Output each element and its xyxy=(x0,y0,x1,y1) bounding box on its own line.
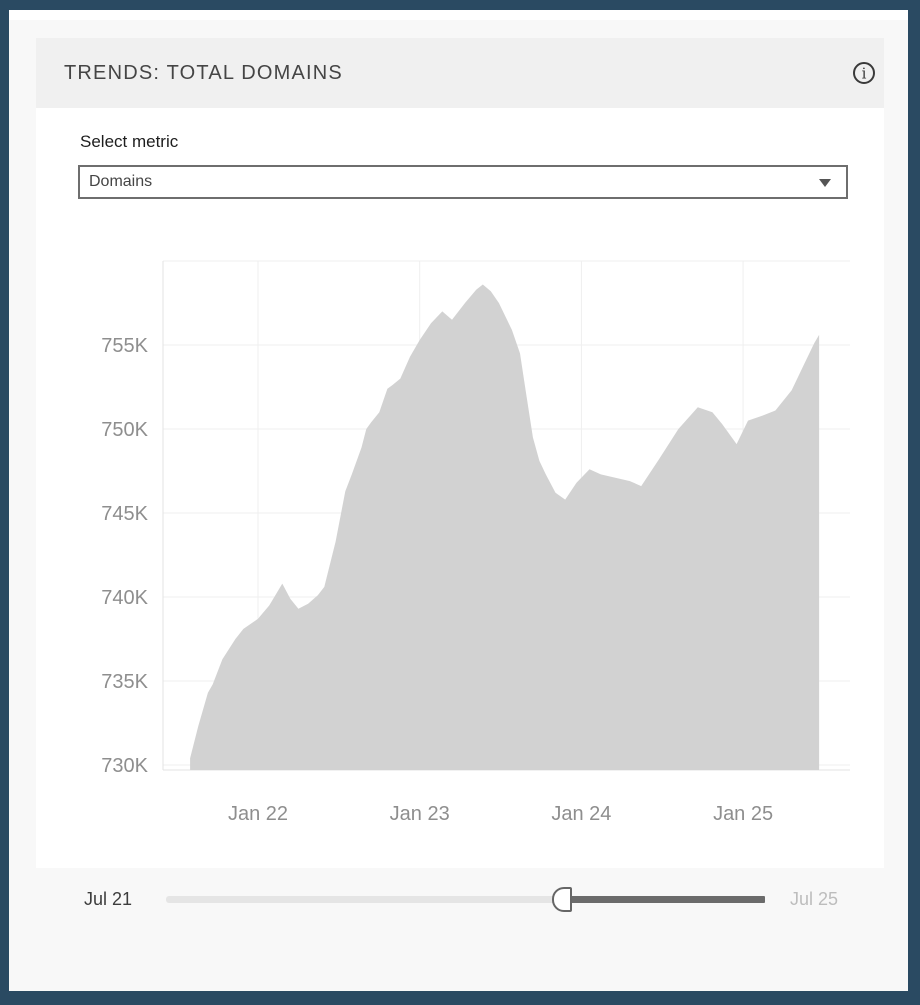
x-tick-label: Jan 25 xyxy=(713,803,773,825)
y-tick-label: 755K xyxy=(101,335,148,357)
y-tick-label: 745K xyxy=(101,503,148,525)
metric-dropdown-value: Domains xyxy=(89,173,153,190)
slider-handle[interactable] xyxy=(552,887,572,912)
y-tick-label: 740K xyxy=(101,587,148,609)
y-tick-label: 750K xyxy=(101,419,148,441)
metric-selector-label: Select metric xyxy=(80,132,179,151)
top-margin-strip xyxy=(9,10,908,20)
widget-header: TRENDS: TOTAL DOMAINS i xyxy=(36,38,884,108)
info-button[interactable]: i xyxy=(852,61,876,85)
domains-area-chart: 755K 750K 745K 740K 735K 730K Jan 22 Jan 23 Jan … xyxy=(101,260,850,825)
x-tick-label: Jan 23 xyxy=(390,803,450,825)
slider-end-label: Jul 25 xyxy=(790,889,839,909)
x-tick-label: Jan 24 xyxy=(551,803,611,825)
area-series-domains[interactable] xyxy=(190,284,820,771)
x-tick-label: Jan 22 xyxy=(228,803,288,825)
widget-title: TRENDS: TOTAL DOMAINS xyxy=(64,61,343,84)
y-tick-label: 730K xyxy=(101,755,148,777)
svg-text:i: i xyxy=(862,65,867,83)
caret-down-icon xyxy=(819,179,831,187)
slider-start-label: Jul 21 xyxy=(84,889,133,909)
y-tick-label: 735K xyxy=(101,671,148,693)
info-icon: i xyxy=(852,62,876,88)
slider-track-selected[interactable] xyxy=(563,896,765,903)
metric-dropdown[interactable]: Domains xyxy=(78,165,848,199)
slider-track-unselected[interactable] xyxy=(166,896,563,903)
